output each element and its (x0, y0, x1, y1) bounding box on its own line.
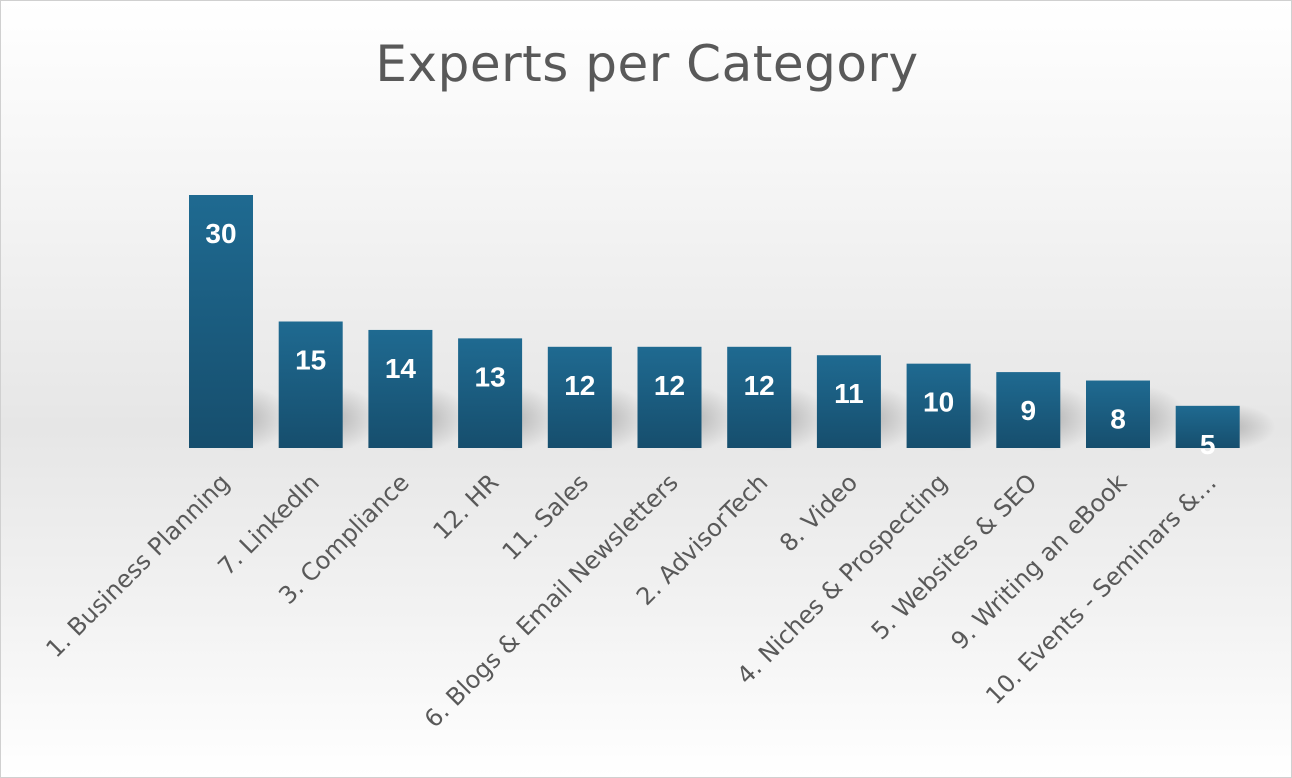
category-label: 8. Video (774, 468, 863, 557)
data-label: 14 (385, 353, 417, 384)
data-label: 13 (475, 361, 506, 392)
data-label: 30 (205, 218, 236, 249)
data-label: 10 (923, 387, 954, 418)
bar (458, 338, 523, 448)
data-label: 5 (1200, 429, 1216, 460)
category-label: 12. HR (428, 468, 505, 545)
bar (816, 355, 881, 448)
data-label: 8 (1110, 404, 1126, 435)
data-label: 9 (1021, 395, 1037, 426)
data-label: 15 (295, 345, 326, 376)
bar (547, 346, 612, 448)
data-label: 12 (564, 370, 595, 401)
bar (189, 195, 253, 448)
category-label: 1. Business Planning (41, 468, 236, 663)
bar (1086, 380, 1150, 448)
bars (189, 195, 1240, 448)
data-label: 12 (654, 370, 685, 401)
chart-title: Experts per Category (375, 35, 919, 93)
bar (1175, 405, 1240, 448)
category-label: 5. Websites & SEO (866, 468, 1043, 645)
bar (637, 346, 702, 448)
bar (996, 372, 1061, 448)
data-label: 12 (744, 370, 775, 401)
data-label: 11 (834, 378, 864, 409)
category-label: 11. Sales (497, 468, 594, 565)
data-labels: 30 15 14 13 12 12 12 11 10 9 8 5 (205, 218, 1215, 460)
bar (727, 346, 792, 448)
bar (906, 363, 971, 448)
bar (278, 321, 343, 448)
bar (368, 329, 433, 448)
category-label: 9. Writing an eBook (946, 468, 1133, 655)
